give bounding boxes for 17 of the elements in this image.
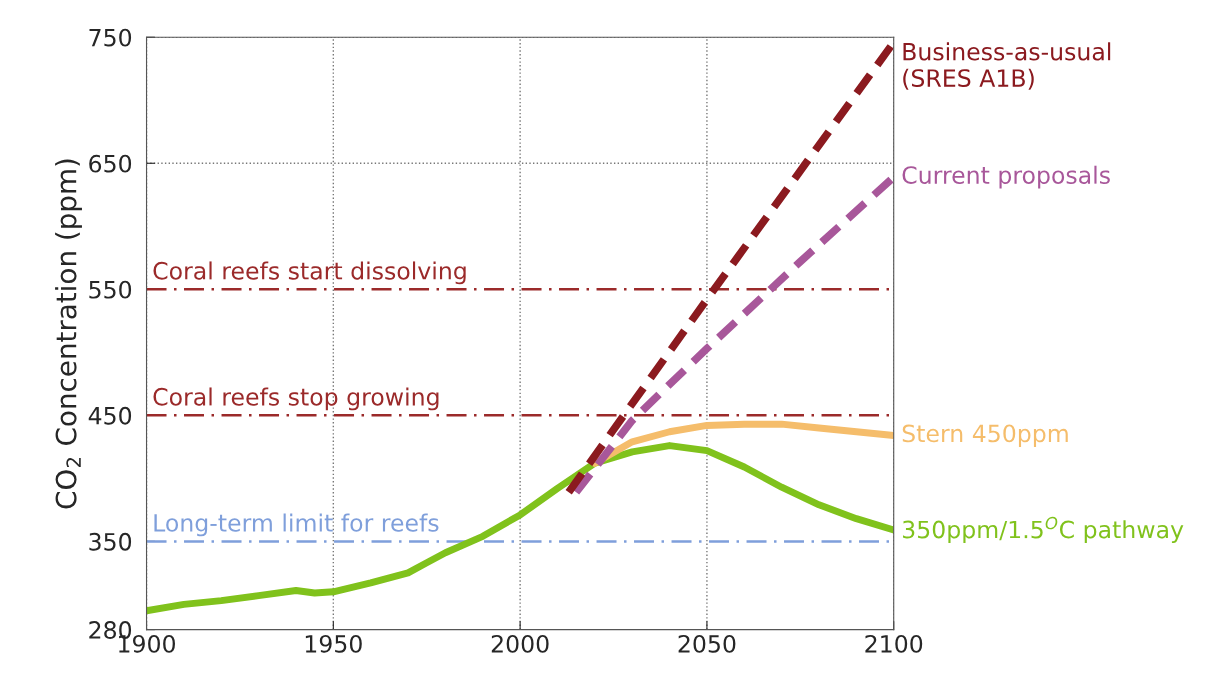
x-tick-label: 2100 <box>865 634 923 653</box>
y-tick-label: 650 <box>89 154 132 173</box>
y-axis-title: CO$_{2}$ Concentration (ppm) <box>55 159 82 509</box>
ref-line-label: Coral reefs stop growing <box>153 387 439 411</box>
ref-line-label: Coral reefs start dissolving <box>153 261 466 285</box>
x-tick-label: 1950 <box>305 634 362 653</box>
series-label: Current proposals <box>902 165 1110 189</box>
series-label: 350ppm/1.5$^{O}$C pathway <box>902 516 1184 544</box>
x-tick-label: 2000 <box>491 634 549 653</box>
ref-line-label: Long-term limit for reefs <box>154 513 439 537</box>
y-tick-label: 550 <box>89 280 132 299</box>
y-tick-label: 350 <box>89 532 132 551</box>
series-label: Stern 450ppm <box>902 424 1068 447</box>
x-tick-label: 2050 <box>678 634 736 653</box>
series-label: Business-as-usual (SRES A1B) <box>903 42 1111 90</box>
y-tick-label: 450 <box>88 406 132 425</box>
y-tick-label: 750 <box>89 28 132 47</box>
